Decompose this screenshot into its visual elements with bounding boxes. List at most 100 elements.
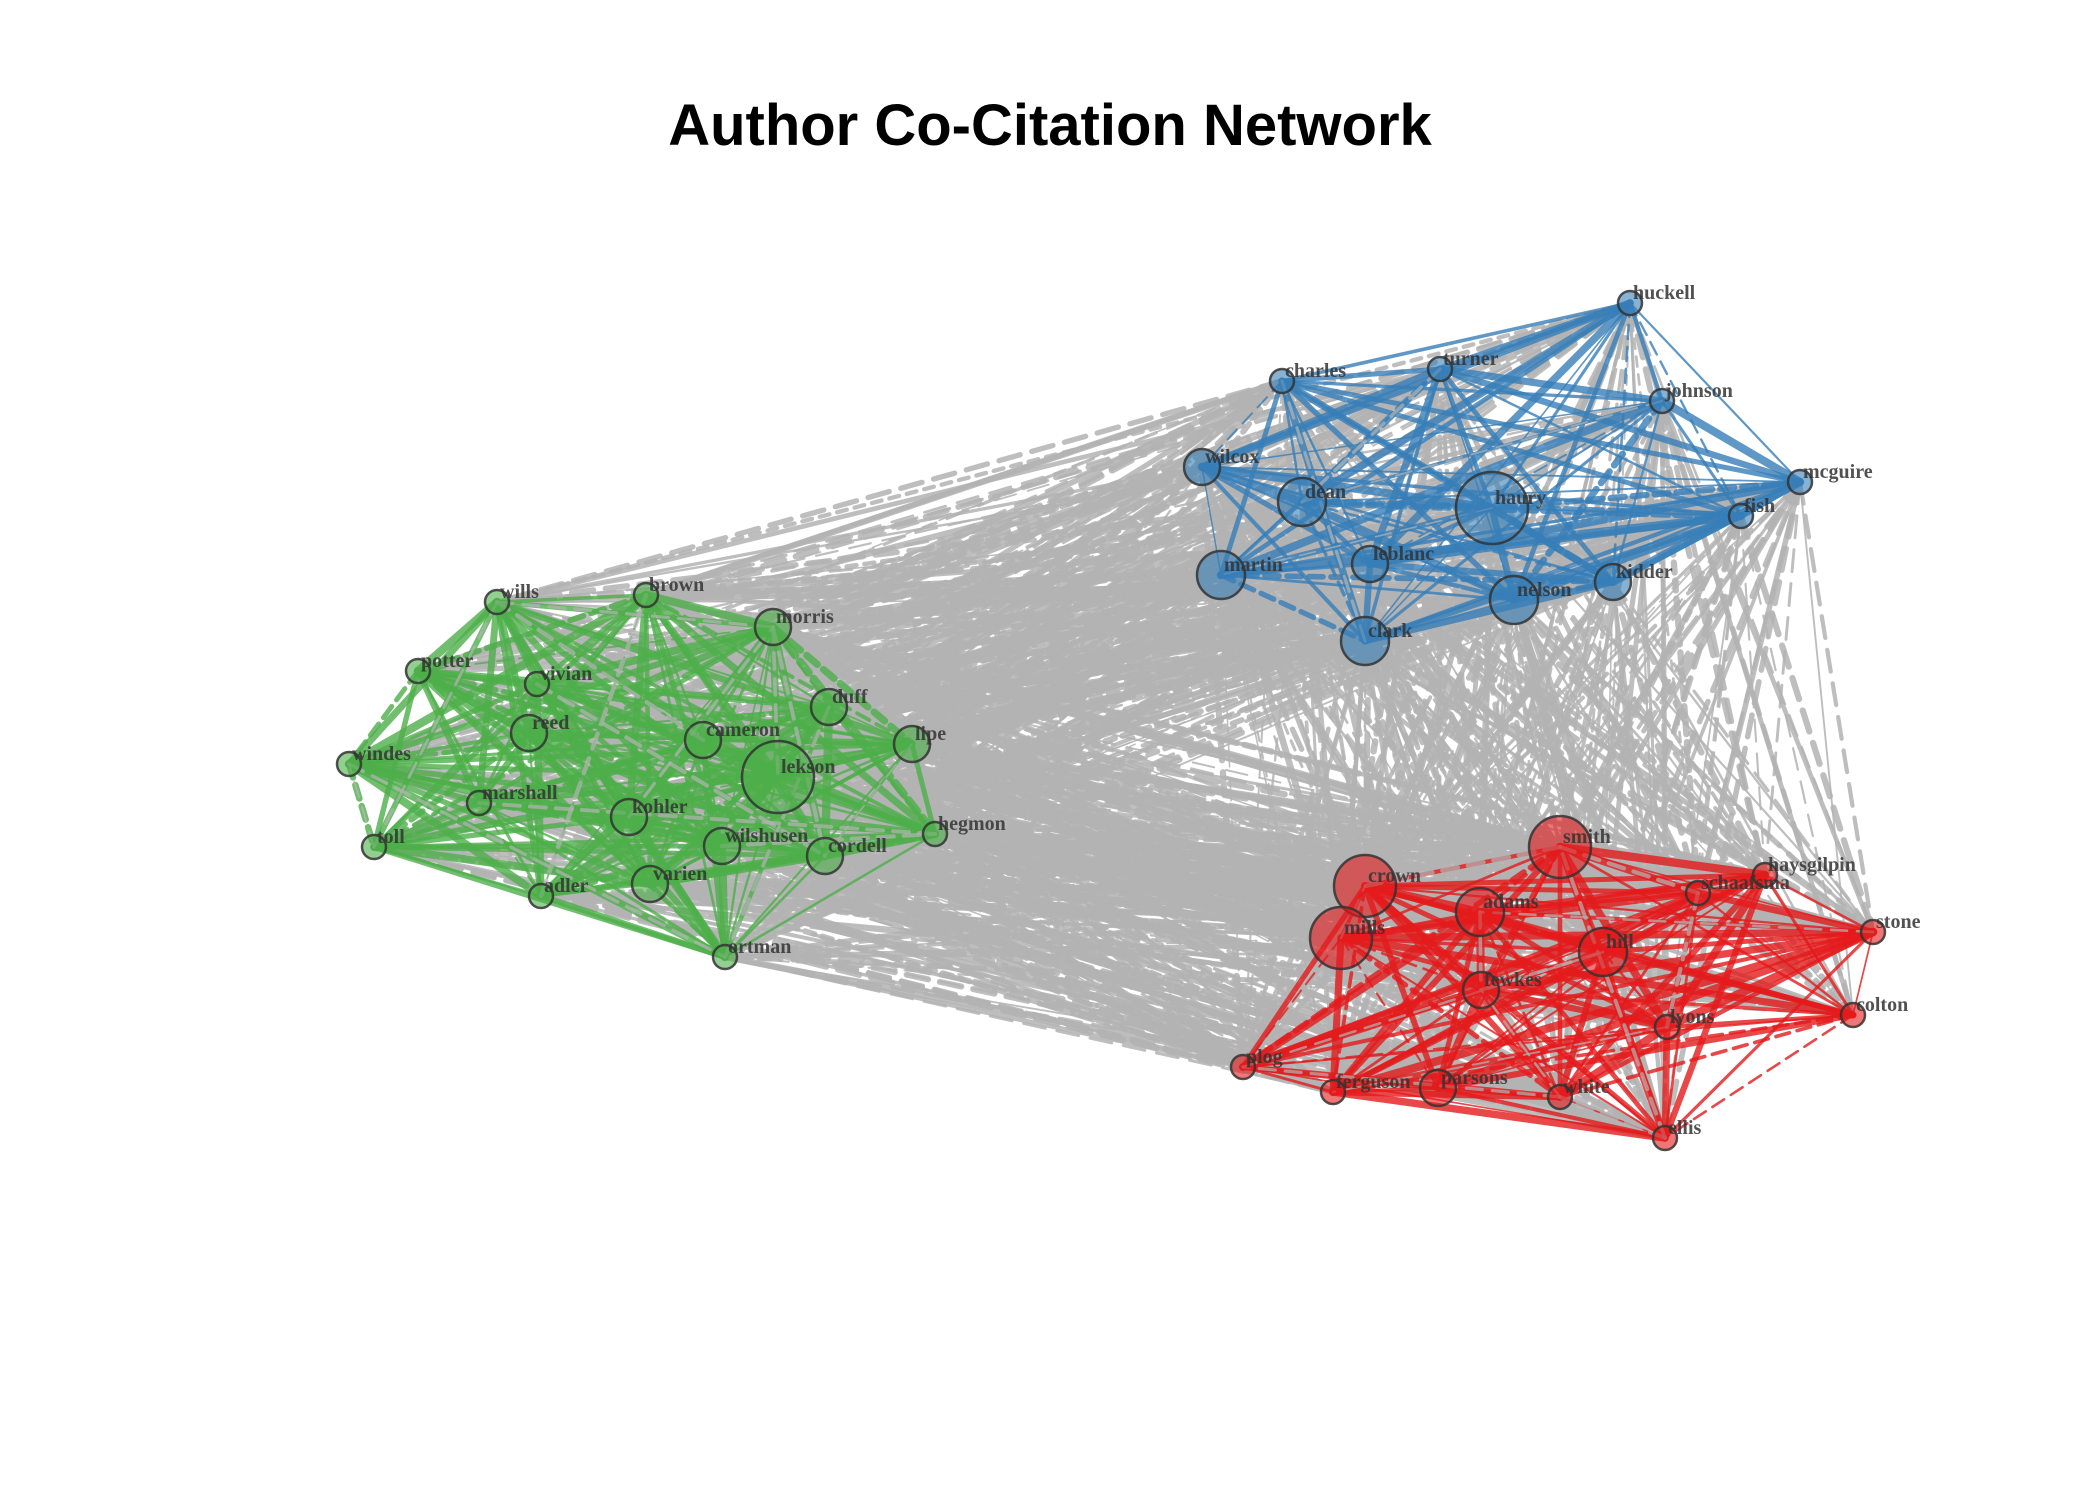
- intra-cluster-edge: [1366, 512, 1745, 568]
- intra-cluster-edge-grey: [347, 762, 727, 959]
- inter-cluster-edge: [1739, 514, 1767, 877]
- node-morris: [753, 607, 793, 647]
- node-label-wilshusen: wilshusen: [725, 825, 808, 847]
- intra-cluster-edge-grey: [372, 600, 499, 849]
- node-kidder: [1593, 562, 1633, 602]
- intra-cluster-edge: [1436, 891, 1700, 1090]
- node-label-white: white: [1563, 1076, 1610, 1098]
- intra-cluster-edge: [1366, 299, 1634, 568]
- intra-cluster-edge: [1280, 379, 1664, 403]
- intra-cluster-edge: [536, 683, 830, 708]
- node-lyons: [1653, 1013, 1681, 1041]
- intra-cluster-edge: [1601, 950, 1669, 1029]
- intra-cluster-edge: [1434, 928, 1877, 1092]
- node-wills: [483, 588, 511, 616]
- node-label-potter: potter: [421, 650, 473, 672]
- intra-cluster-edge: [1218, 572, 1368, 644]
- intra-cluster-edge: [1663, 1013, 1855, 1140]
- intra-cluster-edge-grey: [723, 705, 831, 959]
- node-label-morris: morris: [776, 606, 834, 628]
- inter-cluster-edge: [535, 639, 1367, 686]
- intra-cluster-edge: [1611, 301, 1632, 584]
- node-label-toll: toll: [377, 826, 405, 848]
- intra-cluster-edge: [1661, 1023, 1671, 1142]
- node-charles: [1268, 367, 1296, 395]
- intra-cluster-edge: [1479, 988, 1855, 1017]
- node-hegmon: [921, 820, 949, 848]
- inter-cluster-edge: [770, 597, 1517, 630]
- node-lekson: [740, 739, 816, 815]
- node-label-kidder: kidder: [1616, 561, 1673, 583]
- node-dean: [1276, 476, 1328, 528]
- node-fish: [1727, 502, 1755, 530]
- node-label-cordell: cordell: [828, 835, 887, 857]
- intra-cluster-edge: [416, 669, 543, 898]
- intra-cluster-edge: [820, 702, 834, 861]
- inter-cluster-edge: [721, 953, 1669, 1142]
- intra-cluster-edge: [1362, 883, 1441, 1091]
- inter-cluster-edge: [1610, 579, 1701, 896]
- intra-cluster-edge: [1300, 500, 1615, 584]
- node-label-dean: dean: [1305, 481, 1346, 503]
- intra-cluster-edge: [1242, 1014, 1854, 1068]
- intra-cluster-edges: [344, 299, 1878, 1142]
- inter-cluster-edge: [1241, 500, 1304, 1069]
- node-label-colton: colton: [1856, 994, 1908, 1016]
- inter-cluster-edge: [495, 465, 1204, 604]
- intra-cluster-edge: [1437, 874, 1766, 1089]
- intra-cluster-edge: [1301, 481, 1801, 503]
- node-label-nelson: nelson: [1517, 579, 1571, 601]
- intra-cluster-edge: [1628, 301, 1802, 484]
- intra-cluster-edge: [346, 681, 540, 767]
- node-label-haysgilpin: haysgilpin: [1768, 854, 1856, 876]
- node-label-lyons: lyons: [1670, 1006, 1715, 1028]
- intra-cluster-edge: [646, 852, 829, 888]
- intra-cluster-edge: [1555, 842, 1770, 880]
- node-wilshusen: [702, 826, 742, 866]
- inter-cluster-edge: [1609, 578, 1769, 879]
- node-label-lekson: lekson: [781, 756, 835, 778]
- node-label-lipe: lipe: [915, 723, 946, 745]
- inter-cluster-edge: [722, 844, 1563, 960]
- node-varien: [630, 864, 670, 904]
- inter-cluster-edge: [1658, 397, 1702, 897]
- intra-cluster-edge-grey: [1300, 367, 1442, 504]
- node-label-haury: haury: [1495, 487, 1546, 509]
- inter-cluster-edge: [1611, 580, 1875, 934]
- inter-cluster-edges: [345, 299, 1877, 1142]
- node-ferguson: [1319, 1078, 1347, 1106]
- inter-cluster-edge: [1511, 597, 1563, 850]
- node-label-stone: stone: [1876, 911, 1921, 933]
- intra-cluster-edge-grey: [771, 625, 827, 858]
- intra-cluster-edge: [537, 842, 726, 900]
- node-wilcox: [1182, 447, 1222, 487]
- intra-cluster-edge: [371, 814, 632, 850]
- node-haury: [1454, 470, 1530, 546]
- intra-cluster-edge-grey: [1241, 950, 1605, 1069]
- node-label-varien: varien: [653, 863, 707, 885]
- node-label-ferguson: ferguson: [1336, 1071, 1410, 1093]
- intra-cluster-edge: [1627, 300, 1665, 404]
- node-stone: [1859, 918, 1887, 946]
- intra-cluster-edge: [1329, 1088, 1669, 1142]
- intra-cluster-edge: [370, 799, 483, 851]
- nodes: [335, 289, 1887, 1152]
- intra-cluster-edge: [371, 668, 421, 850]
- node-label-ortman: ortman: [728, 936, 791, 958]
- inter-cluster-edge: [643, 592, 1368, 644]
- node-label-turner: turner: [1443, 348, 1499, 370]
- intra-cluster-edge: [1488, 478, 1804, 512]
- intra-cluster-edge: [1558, 1013, 1855, 1099]
- intra-cluster-edge: [1339, 936, 1605, 954]
- intra-cluster-edge: [476, 800, 828, 859]
- inter-cluster-edge: [1511, 597, 1856, 1018]
- inter-cluster-edge: [1763, 480, 1802, 877]
- node-label-cameron: cameron: [706, 719, 780, 741]
- inter-cluster-edge: [1363, 399, 1664, 888]
- inter-cluster-edge: [932, 561, 1373, 837]
- inter-cluster-edge: [1478, 598, 1516, 914]
- intra-cluster-edge: [1366, 365, 1444, 568]
- node-cordell: [805, 836, 845, 876]
- intra-cluster-edge: [1201, 400, 1663, 468]
- intra-cluster-edge-grey: [1301, 400, 1663, 503]
